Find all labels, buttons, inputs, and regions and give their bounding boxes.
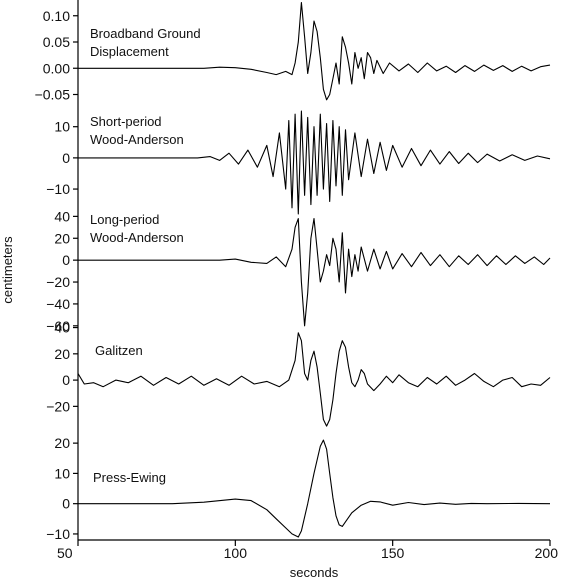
panel-3: 40 20 0 −20 Galitzen: [46, 320, 551, 427]
y-tick-label: 0: [62, 496, 70, 512]
y-tick-label: 10: [54, 119, 70, 135]
panel-4: 20 10 0 −10 Press-Ewing: [46, 435, 551, 542]
trace-line: [78, 218, 551, 327]
x-tick-label: 100: [224, 545, 248, 561]
trace-line: [78, 439, 551, 538]
panel-label: Long-period: [90, 212, 159, 227]
panel-0: 0.10 0.05 0.00 −0.05 Broadband Ground Displac…: [35, 2, 551, 103]
panel-label: Displacement: [90, 44, 169, 59]
y-tick-label: 10: [54, 465, 70, 481]
y-tick-label: 0: [62, 150, 70, 166]
panel-label: Galitzen: [95, 343, 143, 358]
panel-label: Wood-Anderson: [90, 230, 184, 245]
trace-line: [77, 332, 551, 427]
panel-label: Broadband Ground: [90, 26, 201, 41]
panel-label: Press-Ewing: [93, 470, 166, 485]
y-axis-title: centimeters: [0, 236, 15, 304]
y-tick-label: 0: [62, 372, 70, 388]
y-tick-label: −40: [46, 296, 70, 312]
y-tick-label: −10: [46, 181, 70, 197]
y-tick-label: 20: [54, 435, 70, 451]
panel-1: 10 0 −10 Short-period Wood-Anderson: [46, 110, 551, 215]
panels: 0.10 0.05 0.00 −0.05 Broadband Ground Displac…: [35, 0, 551, 542]
y-tick-label: −10: [46, 526, 70, 542]
y-tick-label: −20: [46, 274, 70, 290]
x-axis: 50 100 150 200: [57, 539, 559, 561]
trace-line: [78, 110, 551, 215]
y-tick-label: −0.05: [35, 87, 71, 103]
y-tick-label: −20: [46, 398, 70, 414]
y-tick-label: 0.05: [43, 34, 70, 50]
y-tick-label: 40: [54, 320, 70, 336]
x-tick-label: 200: [535, 545, 559, 561]
x-tick-label: 150: [381, 545, 405, 561]
trace-line: [78, 2, 551, 101]
y-tick-label: 0.10: [43, 8, 70, 24]
y-tick-label: 20: [54, 230, 70, 246]
y-tick-label: 0: [62, 252, 70, 268]
y-tick-label: 20: [54, 346, 70, 362]
panel-label: Short-period: [90, 114, 162, 129]
y-tick-label: −60: [46, 318, 70, 334]
x-axis-title: seconds: [290, 565, 339, 580]
panel-2: 40 20 0 −20 −40 −60 Long-period Wood-Anderson: [46, 208, 551, 334]
y-tick-label: 0.00: [43, 60, 70, 76]
y-tick-label: 40: [54, 208, 70, 224]
x-tick-label: 50: [57, 545, 73, 561]
panel-label: Wood-Anderson: [90, 132, 184, 147]
